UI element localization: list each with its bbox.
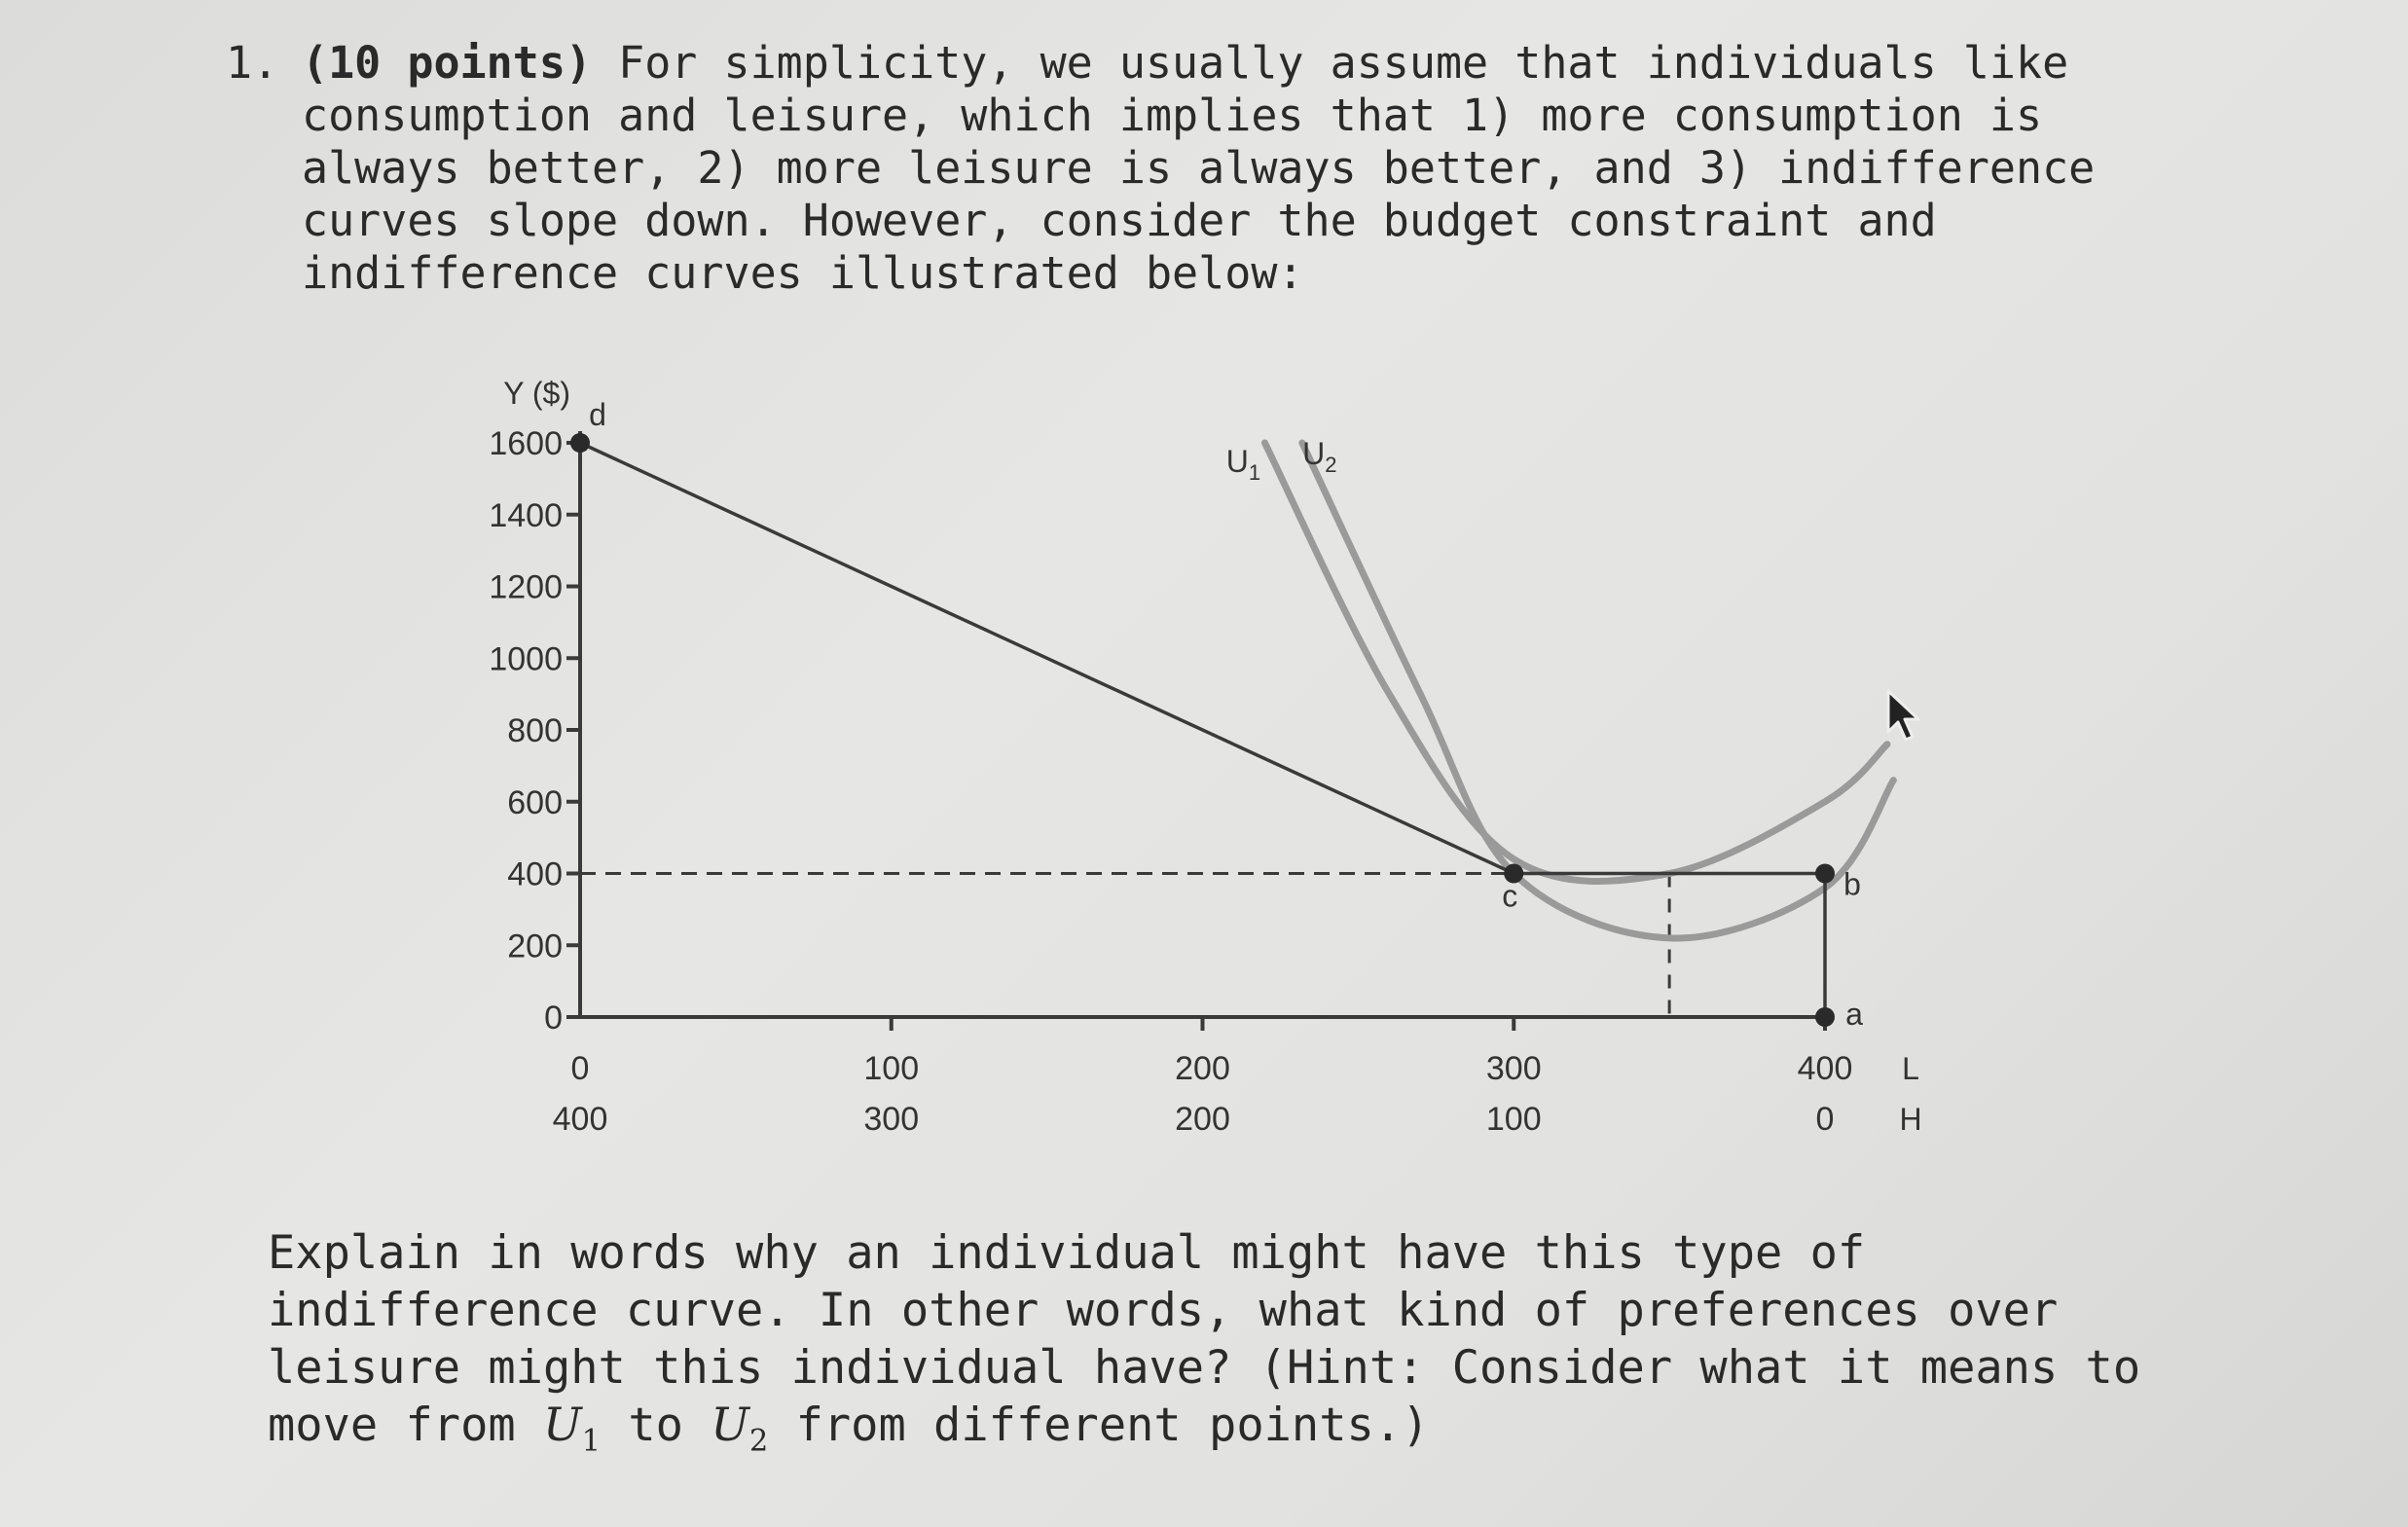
question-line-5: indifference curves illustrated below: [302, 247, 1304, 299]
question-text: 1. (10 points) For simplicity, we usuall… [226, 37, 2318, 299]
point-c [1504, 863, 1524, 884]
point-a [1815, 1007, 1835, 1027]
x-tick-label-H: 300 [863, 1101, 919, 1138]
u2-symbol: U2 [711, 1399, 768, 1458]
point-label-b: b [1843, 867, 1861, 902]
x-tick-label-L: 200 [1175, 1050, 1230, 1087]
question-body: (10 points) For simplicity, we usually a… [302, 37, 2095, 300]
explain-line-4-suffix: from different points.) [768, 1399, 1430, 1452]
y-tick-label: 1200 [489, 569, 563, 606]
x-axis-title-H: H [1899, 1102, 1921, 1137]
question-line-2: consumption and leisure, which implies t… [302, 90, 2043, 141]
x-tick-label-L: 0 [571, 1050, 590, 1087]
curve-label-u2: U2 [1302, 436, 1336, 477]
question-points: (10 points) [302, 37, 593, 89]
y-tick-label: 600 [507, 784, 563, 821]
curve-label-u1: U1 [1226, 444, 1260, 485]
y-tick-label: 400 [507, 856, 563, 893]
y-tick-label: 800 [507, 712, 563, 749]
u2-symbol-base: U [711, 1399, 749, 1452]
question-number: 1. [226, 37, 279, 89]
u2-symbol-sub: 2 [748, 1424, 769, 1459]
explain-line-4: move from U1 to U2 from different points… [268, 1399, 1430, 1458]
x-tick-label-H: 200 [1175, 1101, 1230, 1138]
y-tick-label: 200 [507, 927, 563, 964]
x-axis-title-L: L [1902, 1051, 1919, 1086]
indifference-curve-u1 [1260, 439, 1891, 885]
explain-line-4-prefix: move from [268, 1399, 543, 1452]
point-label-c: c [1502, 879, 1517, 914]
question-line-1: For simplicity, we usually assume that i… [592, 37, 2069, 89]
y-tick-label: 0 [544, 1000, 563, 1036]
u1-symbol: U1 [542, 1399, 601, 1458]
y-tick-label: 1600 [489, 425, 563, 462]
point-label-a: a [1845, 997, 1863, 1032]
explain-line-2: indifference curve. In other words, what… [268, 1284, 2059, 1337]
y-tick-label: 1000 [489, 640, 563, 677]
x-tick-label-L: 400 [1798, 1050, 1853, 1087]
explain-line-4-middle: to [601, 1399, 711, 1452]
x-tick-label-L: 100 [863, 1050, 919, 1087]
y-tick-label: 1400 [489, 497, 563, 534]
explain-line-1: Explain in words why an individual might… [268, 1226, 1866, 1280]
x-tick-label-H: 0 [1816, 1101, 1835, 1138]
x-tick-label-L: 300 [1486, 1050, 1542, 1087]
x-tick-label-H: 400 [553, 1101, 608, 1138]
y-axis-title: Y ($) [503, 376, 570, 411]
budget-constraint-line [579, 441, 1827, 1017]
question-line-4: curves slope down. However, consider the… [302, 195, 1937, 246]
mouse-cursor-icon [1886, 689, 1920, 742]
point-b [1815, 863, 1835, 884]
explain-text: Explain in words why an individual might… [268, 1224, 2360, 1470]
question-line-3: always better, 2) more leisure is always… [302, 142, 2096, 194]
u1-symbol-sub: 1 [581, 1424, 602, 1459]
point-label-d: d [589, 397, 606, 432]
u1-symbol-base: U [542, 1399, 582, 1452]
explain-line-3: leisure might this individual have? (Hin… [268, 1341, 2141, 1395]
point-d [570, 433, 590, 453]
x-tick-label-H: 100 [1486, 1101, 1542, 1138]
